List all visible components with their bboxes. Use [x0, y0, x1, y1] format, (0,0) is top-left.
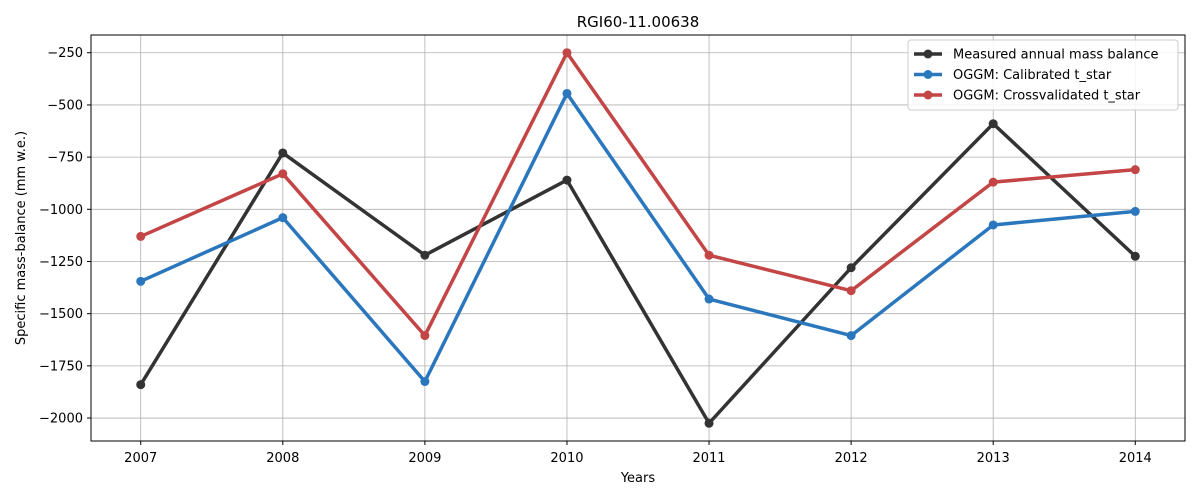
data-point [562, 175, 572, 185]
x-tick-label: 2013 [977, 451, 1010, 466]
data-point [562, 48, 572, 58]
data-point [988, 119, 998, 129]
data-point [846, 286, 856, 296]
legend-label: OGGM: Calibrated t_star [953, 68, 1112, 83]
x-tick-label: 2009 [408, 451, 441, 466]
y-tick-label: −1750 [39, 359, 83, 374]
x-axis-ticks: 2007 2008 2009 2010 2011 2012 2013 2014 [124, 441, 1152, 466]
data-point [846, 331, 856, 341]
y-tick-label: −500 [47, 98, 83, 113]
chart-title: RGI60-11.00638 [577, 13, 700, 31]
data-point [420, 250, 430, 260]
legend-label: OGGM: Crossvalidated t_star [953, 89, 1141, 104]
series-3 [136, 48, 1140, 341]
y-tick-label: −1000 [39, 203, 83, 218]
data-point [278, 213, 288, 223]
data-point [1130, 251, 1140, 261]
data-point [278, 148, 288, 158]
series-line [138, 50, 1138, 338]
legend-label: Measured annual mass balance [953, 48, 1159, 63]
legend-marker [923, 49, 933, 59]
legend-marker [923, 70, 933, 79]
data-point [1130, 165, 1140, 175]
legend-box [907, 39, 1179, 111]
y-axis-title: Specific mass-balance (mm w.e.) [14, 131, 29, 345]
x-tick-label: 2012 [835, 451, 868, 466]
data-point [988, 177, 998, 187]
legend-item: OGGM: Calibrated t_star [914, 68, 1112, 83]
data-point [846, 263, 856, 273]
data-point [278, 169, 288, 179]
x-tick-label: 2010 [550, 451, 583, 466]
chart-legend: Measured annual mass balance OGGM: Calibr… [907, 39, 1179, 111]
x-tick-label: 2011 [692, 451, 725, 466]
data-point [988, 220, 998, 230]
data-point [704, 418, 714, 428]
series-1 [136, 119, 1140, 428]
y-tick-label: −250 [47, 46, 83, 61]
series-line [138, 91, 1138, 384]
data-point [420, 331, 430, 341]
plot-area-frame [90, 34, 1186, 442]
legend-item: OGGM: Crossvalidated t_star [914, 89, 1141, 104]
data-point [136, 231, 146, 241]
x-tick-label: 2007 [124, 451, 157, 466]
data-point [562, 88, 572, 98]
data-point [1130, 206, 1140, 216]
series-2 [136, 88, 1140, 387]
legend-marker [923, 90, 933, 100]
y-tick-label: −750 [47, 151, 83, 166]
data-point [704, 250, 714, 260]
data-point [136, 380, 146, 390]
series-line [138, 121, 1138, 426]
y-tick-label: −2000 [39, 412, 83, 427]
x-tick-label: 2008 [266, 451, 299, 466]
data-point [136, 276, 146, 286]
data-point [704, 294, 714, 304]
legend-item: Measured annual mass balance [914, 48, 1159, 63]
y-axis-ticks: −2000 −1750 −1500 −1250 −1000 −750 −500 −250 [39, 46, 91, 427]
plot-series [136, 48, 1140, 428]
x-tick-label: 2014 [1119, 451, 1152, 466]
x-axis-title: Years [620, 471, 656, 486]
grid-lines [91, 35, 1185, 441]
y-tick-label: −1500 [39, 307, 83, 322]
y-tick-label: −1250 [39, 255, 83, 270]
data-point [420, 377, 430, 387]
